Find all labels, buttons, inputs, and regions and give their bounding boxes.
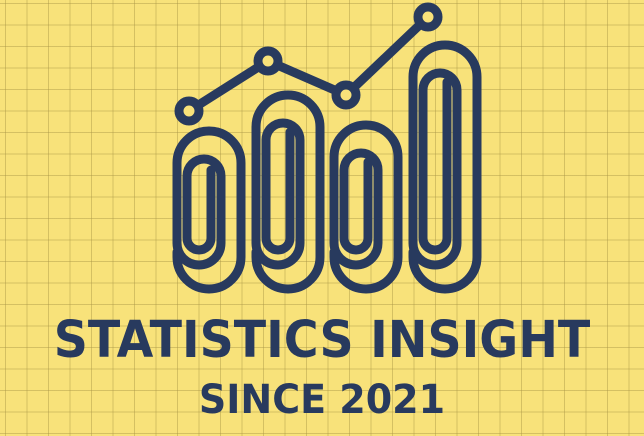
brand-title: STATISTICS INSIGHT [53, 311, 591, 370]
paperclip-bar [408, 40, 482, 294]
trend-line [184, 12, 433, 116]
brand-tagline: SINCE 2021 [198, 377, 446, 423]
paperclip-bar [172, 126, 246, 294]
trend-point [413, 2, 443, 32]
trend-point [174, 96, 204, 126]
paperclip-bar [251, 90, 325, 294]
paperclip-bar-chart-icon [172, 2, 482, 294]
trend-point [253, 46, 283, 76]
trend-point [331, 80, 361, 110]
paperclip-bar [329, 120, 403, 294]
